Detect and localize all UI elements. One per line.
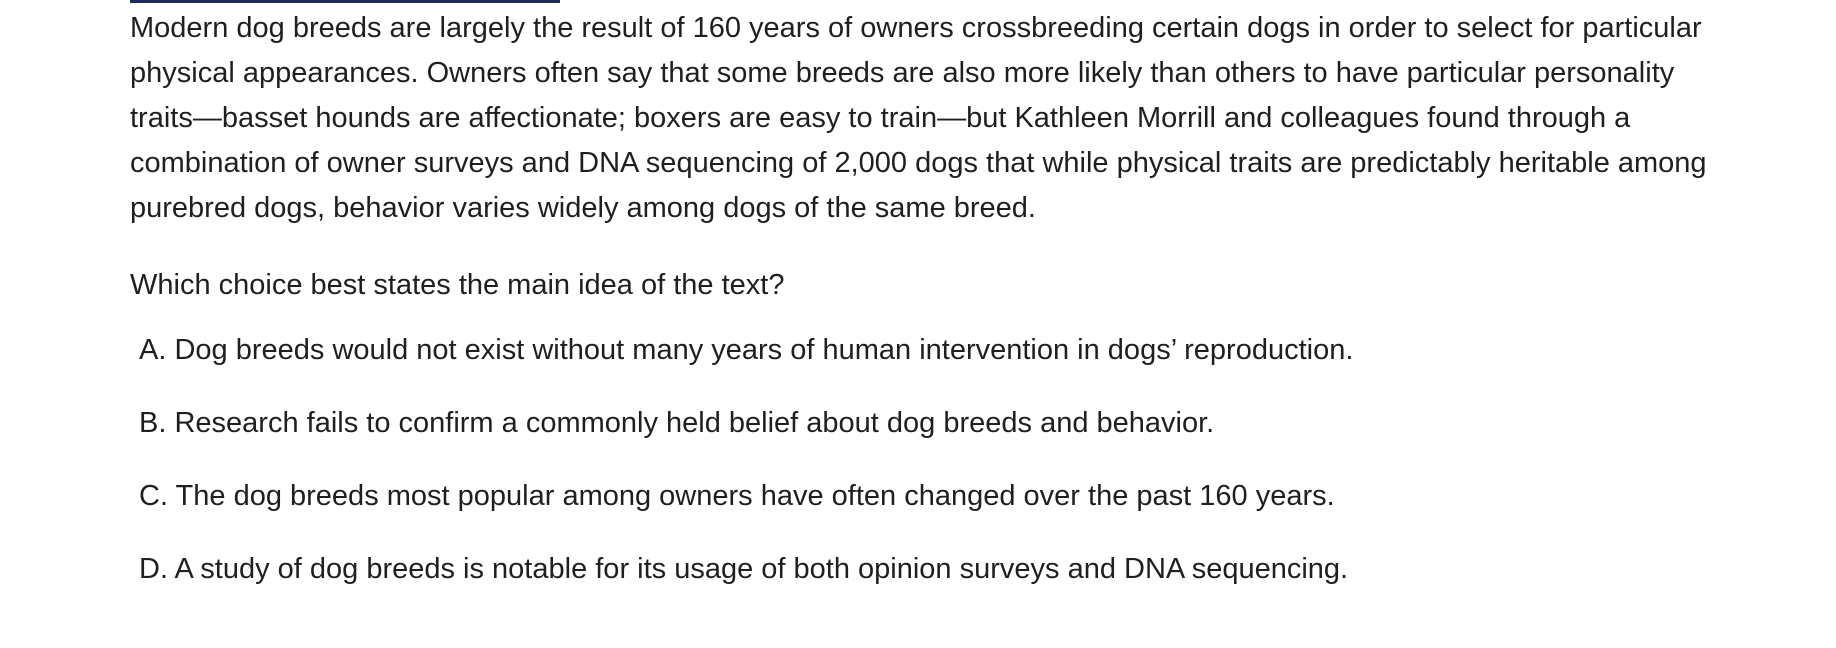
choice-d[interactable]: D. A study of dog breeds is notable for … [139,549,1353,622]
passage-text: Modern dog breeds are largely the result… [130,12,1707,224]
choice-a[interactable]: A. Dog breeds would not exist without ma… [139,330,1353,403]
choice-letter: A. [139,334,167,366]
choice-text: Research fails to confirm a commonly hel… [174,407,1215,439]
choice-b[interactable]: B. Research fails to confirm a commonly … [139,403,1353,476]
choice-letter: D. [139,553,168,585]
choice-c[interactable]: C. The dog breeds most popular among own… [139,476,1353,549]
answer-choices: A. Dog breeds would not exist without ma… [139,330,1353,622]
choice-letter: C. [139,480,168,512]
choice-text: Dog breeds would not exist without many … [174,334,1354,366]
top-divider [130,0,560,3]
question-prompt: Which choice best states the main idea o… [130,269,785,301]
choice-text: A study of dog breeds is notable for its… [174,553,1349,585]
choice-letter: B. [139,407,167,439]
choice-text: The dog breeds most popular among owners… [175,480,1335,512]
